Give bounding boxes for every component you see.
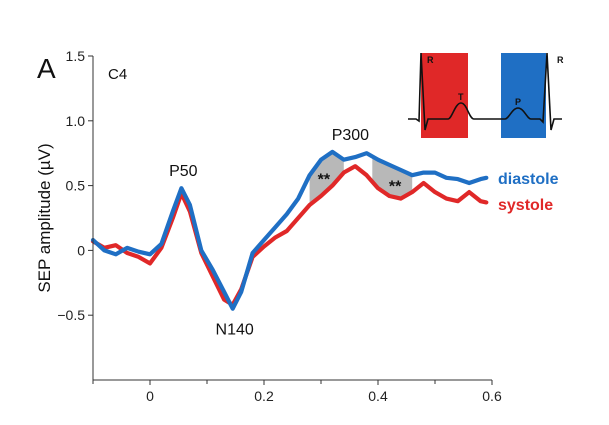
ecg-label-p: P xyxy=(515,97,521,107)
y-axis-label: SEP amplitude (µV) xyxy=(35,143,54,292)
series-line-diastole xyxy=(90,149,489,311)
significance-labels: ** ** xyxy=(318,172,402,196)
series-lines xyxy=(90,149,489,311)
x-tick-label: 0.2 xyxy=(254,388,274,404)
diastole-window xyxy=(501,53,546,138)
systole-window xyxy=(421,53,468,138)
peak-label: P50 xyxy=(169,163,198,180)
plot-area xyxy=(90,149,489,311)
x-tick-label: 0.4 xyxy=(368,388,388,404)
ecg-label-r1: R xyxy=(427,55,434,65)
ecg-inset: R T P R xyxy=(408,52,564,138)
ecg-trace xyxy=(408,52,562,131)
ecg-label-r2: R xyxy=(557,55,564,65)
x-ticks: 0 0.2 0.4 0.6 xyxy=(92,380,502,404)
legend-diastole: diastole xyxy=(498,171,559,188)
y-tick-label: 0.5 xyxy=(66,178,86,194)
ecg-label-t: T xyxy=(458,92,464,102)
y-tick-label: 1.5 xyxy=(66,48,86,64)
peak-labels: P50 N140 P300 xyxy=(169,127,369,339)
y-tick-label: 1.0 xyxy=(66,113,86,129)
y-tick-label: 0 xyxy=(77,242,85,258)
electrode-label: C4 xyxy=(108,66,127,83)
panel-label: A xyxy=(37,53,56,84)
x-tick-label: 0 xyxy=(146,388,154,404)
y-tick-label: −0.5 xyxy=(57,307,85,323)
significance-stars: ** xyxy=(318,172,331,189)
peak-label: N140 xyxy=(216,322,254,339)
y-ticks: −0.5 0 0.5 1.0 1.5 xyxy=(57,48,93,323)
peak-label: P300 xyxy=(332,127,369,144)
significance-stars: ** xyxy=(389,178,402,195)
legend-systole: systole xyxy=(498,197,553,214)
significance-region xyxy=(372,156,413,199)
x-tick-label: 0.6 xyxy=(482,388,502,404)
series-line-systole xyxy=(90,164,489,307)
